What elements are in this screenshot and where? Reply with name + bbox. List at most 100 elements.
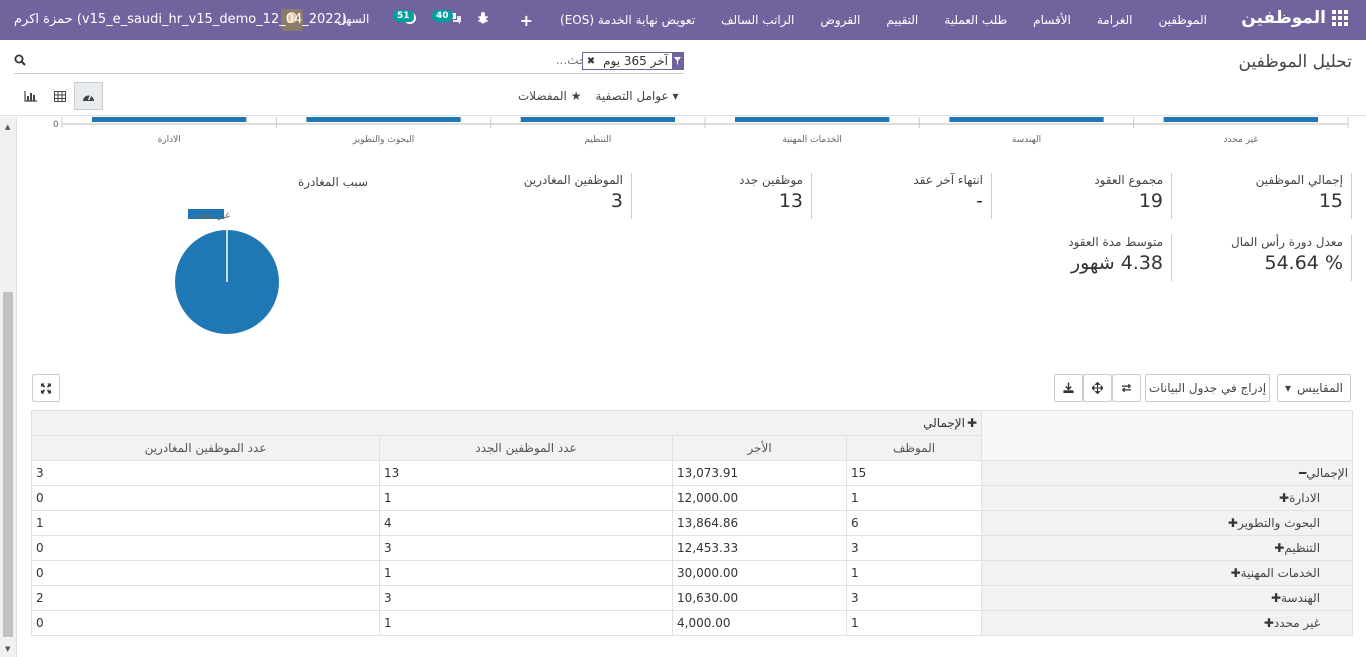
cell[interactable]: 1: [846, 485, 983, 511]
bar[interactable]: [1163, 117, 1318, 122]
brand-label[interactable]: الموظفين: [1241, 8, 1326, 28]
fullscreen-button[interactable]: [32, 374, 60, 402]
cell[interactable]: 0: [30, 535, 381, 561]
scroll-up-arrow-icon[interactable]: ▲: [5, 123, 11, 131]
table-row: الإجمالي━ 15 13,073.91 13 3: [30, 460, 1354, 486]
cell[interactable]: 1: [379, 610, 674, 636]
department-bar-chart: 0 غير محدد الهندسة الخدمات المهنية التنظيم ال…: [53, 117, 1349, 145]
x-tick-label: التنظيم: [584, 135, 611, 145]
table-icon: [53, 90, 66, 102]
menu-penalty[interactable]: الغرامة: [1096, 13, 1133, 27]
legend-swatch[interactable]: [188, 209, 224, 219]
cell[interactable]: 3: [30, 460, 381, 486]
facet-remove-icon[interactable]: ✖: [586, 55, 596, 67]
dashboard-view-button[interactable]: [74, 82, 103, 110]
cell[interactable]: 1: [379, 560, 674, 586]
cell[interactable]: 10,630.00: [672, 585, 848, 611]
cell[interactable]: 15: [846, 460, 983, 486]
cell[interactable]: 4,000.00: [672, 610, 848, 636]
download-icon: [1063, 382, 1074, 394]
graph-view-button[interactable]: [16, 82, 45, 110]
search-input[interactable]: [410, 53, 590, 67]
menu-departments[interactable]: الأقسام: [1033, 13, 1071, 27]
pivot-corner-cell: [981, 410, 1354, 461]
row-label: الادارة: [1289, 491, 1321, 505]
measures-label: المقاييس: [1297, 381, 1343, 395]
download-button[interactable]: [1054, 374, 1083, 402]
cell[interactable]: 13: [379, 460, 674, 486]
cell[interactable]: 1: [846, 610, 983, 636]
measure-header-wage[interactable]: الأجر: [672, 435, 848, 461]
menu-operation-request[interactable]: طلب العملية: [944, 13, 1008, 27]
cell[interactable]: 1: [379, 485, 674, 511]
cell[interactable]: 0: [30, 560, 381, 586]
bar[interactable]: [735, 117, 890, 122]
filter-funnel-icon: [672, 53, 683, 69]
exchange-arrows-icon: [1121, 383, 1132, 393]
funnel-icon: ▾: [672, 89, 679, 103]
kpi-value: 4.38 شهور: [1070, 252, 1163, 274]
favorites-dropdown[interactable]: ★ المفضلات: [518, 89, 581, 103]
cell[interactable]: 3: [379, 535, 674, 561]
scroll-down-arrow-icon[interactable]: ▼: [5, 645, 11, 653]
row-header[interactable]: غير محدد✚: [981, 610, 1354, 636]
search-icon[interactable]: [14, 54, 26, 69]
cell[interactable]: 0: [30, 610, 381, 636]
insert-in-spreadsheet-button[interactable]: إدراج في جدول البيانات: [1145, 374, 1270, 402]
plus-icon[interactable]: +: [519, 10, 534, 30]
company-switcher[interactable]: السهل: [337, 12, 370, 26]
user-avatar[interactable]: [281, 9, 303, 31]
user-menu[interactable]: (v15_e_saudi_hr_v15_demo_12_04_2022) حمز…: [14, 12, 347, 27]
dashboard-content: ▲ ▼ 0 غير محدد الهندسة الخدمات المهنية التنظ…: [0, 117, 1366, 657]
header-label: الإجمالي: [923, 416, 965, 430]
pivot-column-total-header[interactable]: ✚الإجمالي: [30, 410, 983, 436]
bar[interactable]: [520, 117, 675, 122]
row-header-total[interactable]: الإجمالي━: [981, 460, 1354, 486]
cell[interactable]: 1: [30, 510, 381, 536]
measure-header-departed-employees[interactable]: عدد الموظفين المغادرين: [30, 435, 381, 461]
bar[interactable]: [92, 117, 247, 122]
cell[interactable]: 3: [846, 535, 983, 561]
row-header[interactable]: الادارة✚: [981, 485, 1354, 511]
menu-appraisal[interactable]: التقييم: [886, 13, 919, 27]
cell[interactable]: 0: [30, 485, 381, 511]
measure-header-employee[interactable]: الموظف: [846, 435, 983, 461]
row-header[interactable]: الخدمات المهنية✚: [981, 560, 1354, 586]
row-header[interactable]: الهندسة✚: [981, 585, 1354, 611]
cell[interactable]: 4: [379, 510, 674, 536]
plus-icon: ✚: [1230, 566, 1241, 580]
measures-dropdown[interactable]: المقاييس ▾: [1277, 374, 1351, 402]
cell[interactable]: 6: [846, 510, 983, 536]
kpi-label: موظفين جدد: [739, 173, 803, 187]
cell[interactable]: 12,000.00: [672, 485, 848, 511]
row-header[interactable]: البحوث والتطوير✚: [981, 510, 1354, 536]
debug-bug-icon[interactable]: [477, 11, 489, 28]
scrollbar-thumb[interactable]: [3, 292, 13, 637]
expand-all-button[interactable]: [1083, 374, 1112, 402]
filters-dropdown[interactable]: ▾ عوامل التصفية: [595, 89, 678, 103]
cell[interactable]: 3: [379, 585, 674, 611]
cell[interactable]: 30,000.00: [672, 560, 848, 586]
menu-salary-advance[interactable]: الراتب السالف: [721, 13, 795, 27]
cell[interactable]: 2: [30, 585, 381, 611]
menu-loans[interactable]: القروض: [820, 13, 861, 27]
cell[interactable]: 13,073.91: [672, 460, 848, 486]
menu-employees[interactable]: الموظفين: [1158, 13, 1207, 27]
flip-axis-button[interactable]: [1112, 374, 1141, 402]
row-header[interactable]: التنظيم✚: [981, 535, 1354, 561]
app-brand[interactable]: الموظفين: [1241, 8, 1348, 28]
search-facet: آخر 365 يوم ✖: [581, 52, 684, 70]
menu-eos[interactable]: تعويض نهاية الخدمة (EOS): [560, 13, 696, 27]
measure-header-new-employees[interactable]: عدد الموظفين الجدد: [379, 435, 674, 461]
cell[interactable]: 1: [846, 560, 983, 586]
vertical-scrollbar[interactable]: ▲ ▼: [0, 117, 17, 657]
bar[interactable]: [306, 117, 461, 122]
cell[interactable]: 13,864.86: [672, 510, 848, 536]
bar[interactable]: [949, 117, 1104, 122]
cell[interactable]: 12,453.33: [672, 535, 848, 561]
pivot-view-button[interactable]: [45, 82, 74, 110]
kpi-value: % 54.64: [1264, 252, 1344, 274]
apps-grid-icon[interactable]: [1332, 10, 1348, 26]
kpi-label: الموظفين المغادرين: [523, 173, 623, 187]
cell[interactable]: 3: [846, 585, 983, 611]
